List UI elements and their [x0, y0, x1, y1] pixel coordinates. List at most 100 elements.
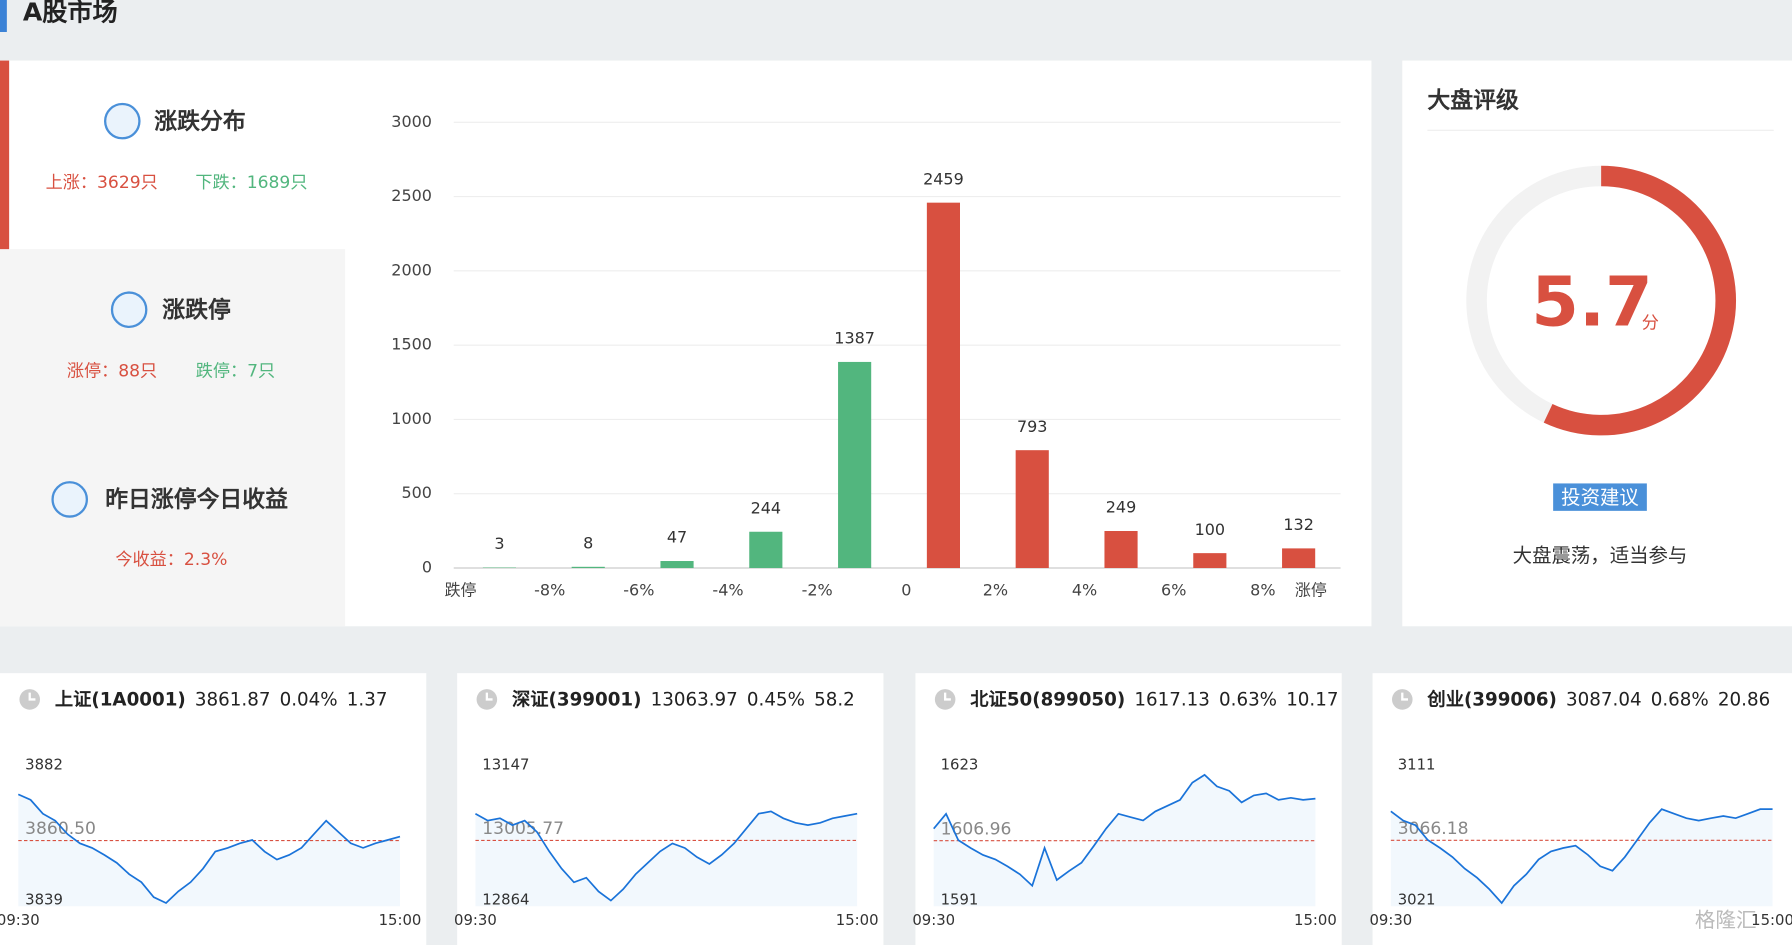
- x-tick-label: 跌停: [445, 580, 477, 599]
- index-name: 北证50(899050): [970, 690, 1125, 711]
- index-name: 上证(1A0001): [55, 690, 186, 711]
- y-tick-label: 1000: [391, 409, 432, 428]
- index-change: 1.37: [347, 690, 388, 711]
- value-label: 3: [494, 534, 504, 553]
- y-tick-label: 3111: [1398, 756, 1436, 774]
- side-panel: [0, 249, 346, 627]
- index-name: 深证(399001): [512, 689, 641, 711]
- stat-down: 跌停：7只: [196, 361, 275, 381]
- bar: [1015, 450, 1049, 568]
- index-pct: 0.63%: [1219, 690, 1277, 711]
- line: [1390, 808, 1773, 905]
- y-tick-label: 13005.77: [482, 819, 564, 839]
- bar: [749, 531, 783, 568]
- index-header: 创业(399006) 3087.04 0.68% 20.86: [1426, 689, 1770, 711]
- index-header: 北证50(899050) 1617.13 0.63% 10.17: [970, 690, 1338, 711]
- y-tick-label: 3882: [25, 756, 63, 774]
- icons: [51, 102, 148, 518]
- x-tick-label: 09:30: [912, 911, 955, 929]
- index-price: 3861.87: [195, 690, 271, 711]
- clock-hand: [943, 692, 951, 701]
- advice-button[interactable]: [1553, 483, 1647, 511]
- score: 5.7: [1531, 262, 1652, 342]
- index-pct: 0.04%: [280, 690, 338, 711]
- area: [475, 811, 858, 907]
- area: [1390, 809, 1773, 907]
- index-name: 创业(399006): [1426, 689, 1556, 711]
- value-label: 1387: [834, 329, 875, 348]
- x-tick-label: 0: [901, 580, 911, 599]
- bar: [660, 561, 694, 568]
- advice-button-label[interactable]: 投资建议: [1561, 486, 1639, 509]
- y-tick-label: 2000: [391, 260, 432, 279]
- advice: 大盘震荡，适当参与: [1513, 544, 1688, 567]
- bar: [838, 361, 872, 568]
- icon: [51, 481, 88, 518]
- x-tick-label: 4%: [1072, 580, 1097, 599]
- index-pct: 0.68%: [1651, 690, 1709, 711]
- y-tick-label: 13147: [482, 756, 529, 774]
- stat-up: 上涨：3629只: [46, 173, 158, 193]
- clock-hand: [28, 692, 36, 701]
- stat-title: 昨日涨停今日收益: [105, 486, 288, 513]
- index-change: 58.2: [814, 690, 855, 711]
- y-tick-label: 500: [401, 483, 432, 502]
- x-tick-label: 15:00: [1751, 911, 1792, 929]
- icon: [110, 291, 148, 328]
- y-tick-label: 1623: [941, 756, 979, 774]
- stat-down: 下跌：1689只: [195, 173, 307, 193]
- icon: [103, 102, 141, 140]
- x-tick-label: -4%: [712, 580, 743, 599]
- index-header: 上证(1A0001) 3861.87 0.04% 1.37: [55, 690, 388, 711]
- x-tick-label: -8%: [534, 580, 565, 599]
- y-tick-label: 1500: [391, 335, 432, 354]
- title-bar: [0, 0, 7, 32]
- index-card: 上证(1A0001) 3861.87 0.04% 1.37 3839 3860.50 388…: [0, 673, 427, 945]
- line: [933, 773, 1316, 888]
- index-pct: 0.45%: [747, 690, 805, 711]
- x-tick-label: 6%: [1161, 580, 1186, 599]
- value-label: 2459: [923, 169, 964, 188]
- y-tick-label: 1606.96: [941, 819, 1012, 839]
- index-card: 创业(399006) 3087.04 0.68% 20.86 3021 3066.18 31…: [1369, 673, 1792, 945]
- y-tick-label: 12864: [482, 891, 529, 909]
- x-tick-label: 09:30: [0, 911, 40, 929]
- value-label: 132: [1283, 515, 1314, 534]
- bar: [1104, 531, 1138, 568]
- index-change: 10.17: [1286, 690, 1338, 711]
- y-tick-label: 3000: [391, 112, 432, 131]
- rating-title: 大盘评级: [1427, 87, 1519, 114]
- y-tick-label: 2500: [391, 186, 432, 205]
- x-tick-label: 15:00: [836, 911, 879, 929]
- page-title: A股市场: [23, 0, 118, 27]
- stat-title: 涨跌分布: [154, 108, 245, 135]
- x-tick-label: 09:30: [454, 911, 497, 929]
- bar: [1193, 553, 1227, 568]
- value-label: 249: [1106, 498, 1137, 517]
- y-tick-label: 1591: [941, 891, 979, 909]
- bar: [926, 202, 960, 568]
- y-tick-label: 3066.18: [1398, 819, 1469, 839]
- rating-card: [1402, 60, 1792, 627]
- x-tick-label: 涨停: [1295, 580, 1327, 599]
- area: [18, 794, 400, 907]
- value-label: 793: [1017, 417, 1048, 436]
- x-tick-label: 15:00: [1294, 911, 1337, 929]
- value-label: 47: [667, 528, 687, 547]
- x-tick-label: -2%: [802, 580, 833, 599]
- x-tick-label: -6%: [623, 580, 654, 599]
- index-card: 深证(399001) 13063.97 0.45% 58.2 12864 13005.77…: [454, 673, 884, 945]
- gauge-arc: [1543, 165, 1736, 436]
- line: [17, 793, 401, 904]
- index-price: 1617.13: [1134, 690, 1210, 711]
- index-price: 13063.97: [651, 690, 738, 711]
- x-tick-label: 09:30: [1369, 911, 1412, 929]
- y-tick-label: 3021: [1398, 891, 1436, 909]
- bar: [1282, 548, 1316, 568]
- stat-title: 涨跌停: [162, 296, 231, 323]
- x-tick-label: 2%: [983, 580, 1008, 599]
- stat-up: 今收益：2.3%: [115, 550, 227, 570]
- stat-up: 涨停：88只: [67, 361, 157, 381]
- value-label: 100: [1195, 520, 1226, 539]
